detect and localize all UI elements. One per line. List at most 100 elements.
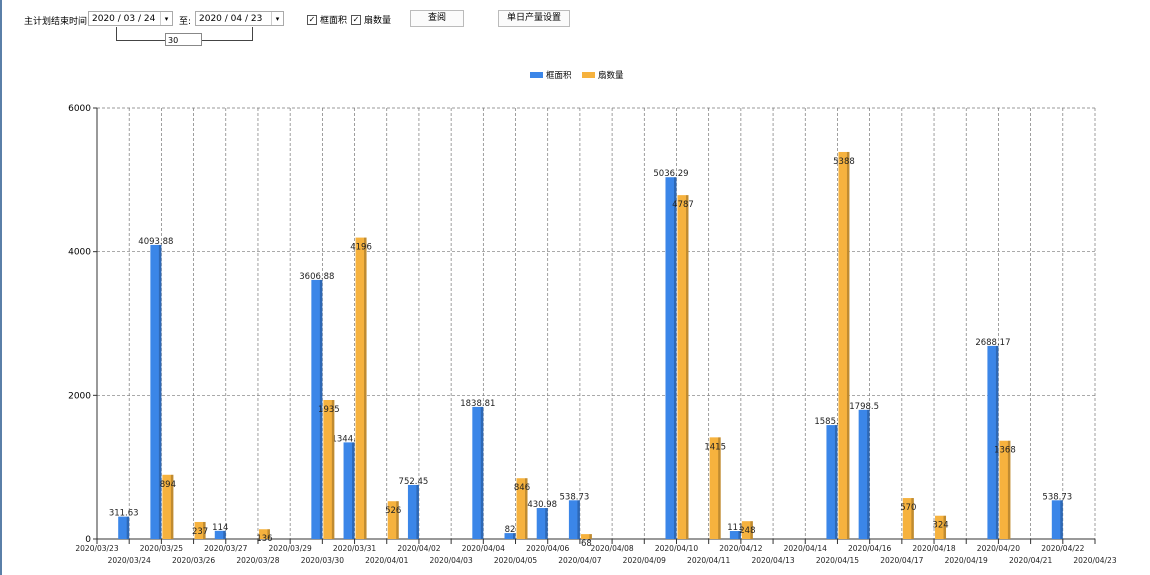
bar-area — [729, 531, 741, 539]
bar-count — [387, 501, 399, 539]
x-tick-label: 2020/03/28 — [236, 556, 279, 565]
bar-shade — [513, 533, 516, 539]
x-tick-label: 2020/04/01 — [365, 556, 408, 565]
y-tick-label: 2000 — [68, 391, 91, 401]
bar-shade — [995, 345, 999, 539]
x-tick-label: 2020/04/16 — [848, 544, 891, 553]
bar-shade — [577, 500, 580, 539]
bar-shade — [267, 529, 270, 539]
bar-area — [826, 425, 838, 539]
chevron-down-icon[interactable]: ▾ — [271, 12, 283, 25]
bar-shade — [203, 521, 206, 539]
x-tick-label: 2020/04/17 — [880, 556, 923, 565]
bar-count — [677, 195, 689, 539]
data-label: 4196 — [350, 243, 372, 253]
bar-area — [1051, 500, 1063, 539]
x-tick-label: 2020/04/09 — [623, 556, 666, 565]
bar-count — [194, 521, 206, 539]
data-label: 846 — [514, 483, 530, 493]
from-date-picker[interactable]: 2020 / 03 / 24 ▾ — [88, 11, 173, 26]
bar-shade — [396, 501, 399, 539]
x-tick-label: 2020/04/19 — [945, 556, 988, 565]
daily-output-settings-button[interactable]: 单日产量设置 — [498, 10, 570, 27]
y-tick-label: 4000 — [68, 248, 91, 258]
y-tick-label: 6000 — [68, 104, 91, 114]
checkbox-count[interactable]: ✓ 扇数量 — [351, 13, 391, 26]
data-label: 538.73 — [560, 492, 590, 502]
data-label: 1415 — [704, 442, 726, 452]
bar-count — [258, 529, 270, 539]
to-date-picker[interactable]: 2020 / 04 / 23 ▾ — [195, 11, 284, 26]
data-label: 894 — [160, 480, 176, 490]
bar-area — [343, 442, 355, 539]
bar-shade — [545, 508, 548, 539]
x-tick-label: 2020/03/23 — [75, 544, 118, 553]
x-tick-label: 2020/04/05 — [494, 556, 537, 565]
bar-shade — [943, 515, 947, 539]
bar-shade — [416, 484, 419, 539]
chevron-down-icon[interactable]: ▾ — [160, 12, 172, 25]
bar-count — [516, 478, 528, 539]
checkbox-count-label: 扇数量 — [364, 16, 392, 26]
checkbox-checked-icon[interactable]: ✓ — [351, 14, 361, 25]
x-tick-label: 2020/03/25 — [140, 544, 183, 553]
bar-shade — [738, 531, 741, 539]
x-tick-label: 2020/04/14 — [784, 544, 827, 553]
x-tick-label: 2020/03/26 — [172, 556, 215, 565]
bar-shade — [750, 521, 753, 539]
bar-count — [741, 521, 753, 539]
bar-area — [665, 177, 677, 539]
x-tick-label: 2020/04/20 — [977, 544, 1020, 553]
data-label: 1798.5 — [849, 402, 879, 412]
data-label: 136 — [256, 534, 272, 544]
bar-count — [902, 498, 914, 539]
data-label: 4787 — [672, 200, 694, 210]
data-label: 4093.88 — [138, 237, 173, 247]
bar-shade — [846, 151, 850, 539]
x-tick-label: 2020/04/23 — [1073, 556, 1116, 565]
x-tick-label: 2020/04/21 — [1009, 556, 1052, 565]
data-label: 2688.17 — [975, 338, 1010, 348]
x-tick-label: 2020/03/24 — [108, 556, 151, 565]
bar-area — [568, 500, 580, 539]
data-label: 752.45 — [399, 477, 429, 487]
data-label: 311.63 — [109, 509, 139, 519]
bar-area — [311, 279, 323, 539]
data-label: 237 — [192, 527, 208, 537]
bar-shade — [158, 244, 162, 539]
bar-area — [118, 516, 130, 539]
bar-count — [709, 437, 721, 539]
bar-shade — [126, 516, 130, 539]
data-label: 1368 — [994, 446, 1016, 456]
y-tick-label: 0 — [85, 535, 91, 545]
bar-shade — [223, 530, 226, 539]
legend-swatch — [582, 72, 595, 78]
days-field[interactable]: 30 — [165, 33, 202, 46]
checkbox-area[interactable]: ✓ 框面积 — [307, 13, 347, 26]
legend-label: 框面积 — [546, 70, 572, 81]
x-tick-label: 2020/03/30 — [301, 556, 344, 565]
bar-area — [987, 345, 999, 539]
data-label: 5036.29 — [653, 169, 688, 179]
data-label: 570 — [900, 503, 916, 513]
bar-shade — [319, 279, 323, 539]
bar-shade — [170, 474, 174, 539]
bar-area — [214, 530, 226, 539]
bar-area — [536, 508, 548, 539]
data-label: 82 — [505, 525, 516, 535]
bar-count — [323, 400, 335, 539]
x-tick-label: 2020/03/27 — [204, 544, 247, 553]
x-tick-label: 2020/04/10 — [655, 544, 698, 553]
query-button[interactable]: 查阅 — [410, 10, 464, 27]
bar-shade — [331, 400, 335, 539]
data-label: 1838.81 — [460, 399, 495, 409]
data-label: 1344.95 — [331, 434, 366, 444]
checkbox-checked-icon[interactable]: ✓ — [307, 14, 317, 25]
x-tick-label: 2020/04/02 — [397, 544, 440, 553]
bar-shade — [589, 534, 592, 539]
bar-shade — [718, 437, 721, 539]
data-label: 3606.88 — [299, 272, 334, 282]
bar-area — [858, 409, 870, 539]
data-label: 1585.96 — [814, 417, 849, 427]
bar-shade — [834, 425, 838, 539]
